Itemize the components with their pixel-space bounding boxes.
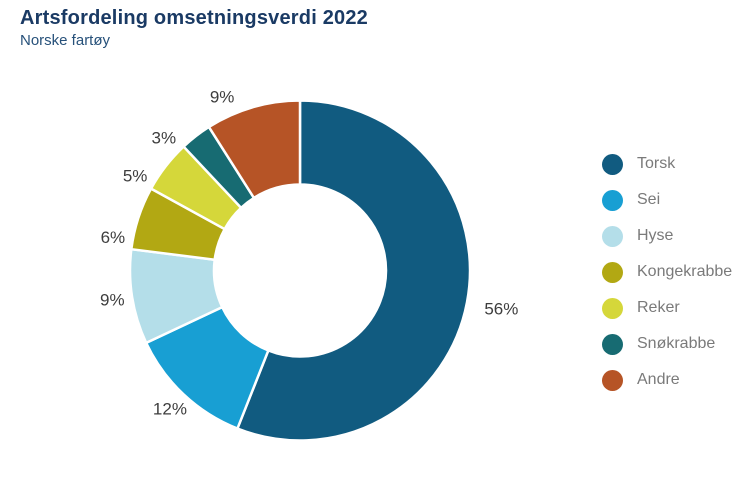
- legend-item-andre[interactable]: Andre: [602, 362, 732, 398]
- legend-label-hyse: Hyse: [637, 227, 674, 244]
- legend-item-snokrabbe[interactable]: Snøkrabbe: [602, 326, 732, 362]
- legend-label-andre: Andre: [637, 371, 680, 388]
- legend-item-reker[interactable]: Reker: [602, 290, 732, 326]
- slice-label-snokrabbe: 3%: [151, 129, 176, 148]
- legend-item-torsk[interactable]: Torsk: [602, 146, 732, 182]
- donut-slices: [128, 99, 472, 442]
- chart-title: Artsfordeling omsetningsverdi 2022: [20, 7, 369, 29]
- legend-label-reker: Reker: [637, 299, 680, 316]
- slice-label-reker: 5%: [123, 167, 148, 186]
- legend-label-snokrabbe: Snøkrabbe: [637, 335, 716, 352]
- pie-slice-andre[interactable]: [207, 99, 302, 200]
- donut-slice-labels: 56% 12% 9% 6% 5%3% 9%: [100, 88, 518, 419]
- chart-header: Artsfordeling omsetningsverdi 2022 Norsk…: [20, 6, 368, 49]
- slice-label-sei: 12%: [153, 400, 187, 419]
- slice-label-hyse: 9%: [100, 291, 125, 310]
- legend-swatch-andre: [602, 369, 623, 391]
- chart-subtitle: Norske fartøy: [20, 32, 111, 49]
- slice-label-andre: 9%: [210, 88, 235, 107]
- legend-swatch-torsk: [602, 153, 623, 175]
- legend-item-hyse[interactable]: Hyse: [602, 218, 732, 254]
- chart-legend: Torsk Sei Hyse Kongekrabbe Reker Snøkrabbe And…: [602, 146, 732, 398]
- legend-label-torsk: Torsk: [637, 155, 676, 172]
- slice-label-torsk: 56%: [484, 299, 518, 318]
- legend-swatch-reker: [602, 297, 623, 319]
- legend-label-kongekrabbe: Kongekrabbe: [637, 263, 733, 280]
- pie-slice-torsk[interactable]: [235, 99, 472, 442]
- legend-swatch-sei: [602, 189, 623, 211]
- legend-swatch-kongekrabbe: [602, 261, 623, 283]
- legend-label-sei: Sei: [637, 191, 661, 208]
- slice-label-kongekrabbe: 6%: [101, 228, 126, 247]
- legend-item-kongekrabbe[interactable]: Kongekrabbe: [602, 254, 732, 290]
- legend-item-sei[interactable]: Sei: [602, 182, 732, 218]
- legend-swatch-hyse: [602, 225, 623, 247]
- legend-swatch-snokrabbe: [602, 333, 623, 355]
